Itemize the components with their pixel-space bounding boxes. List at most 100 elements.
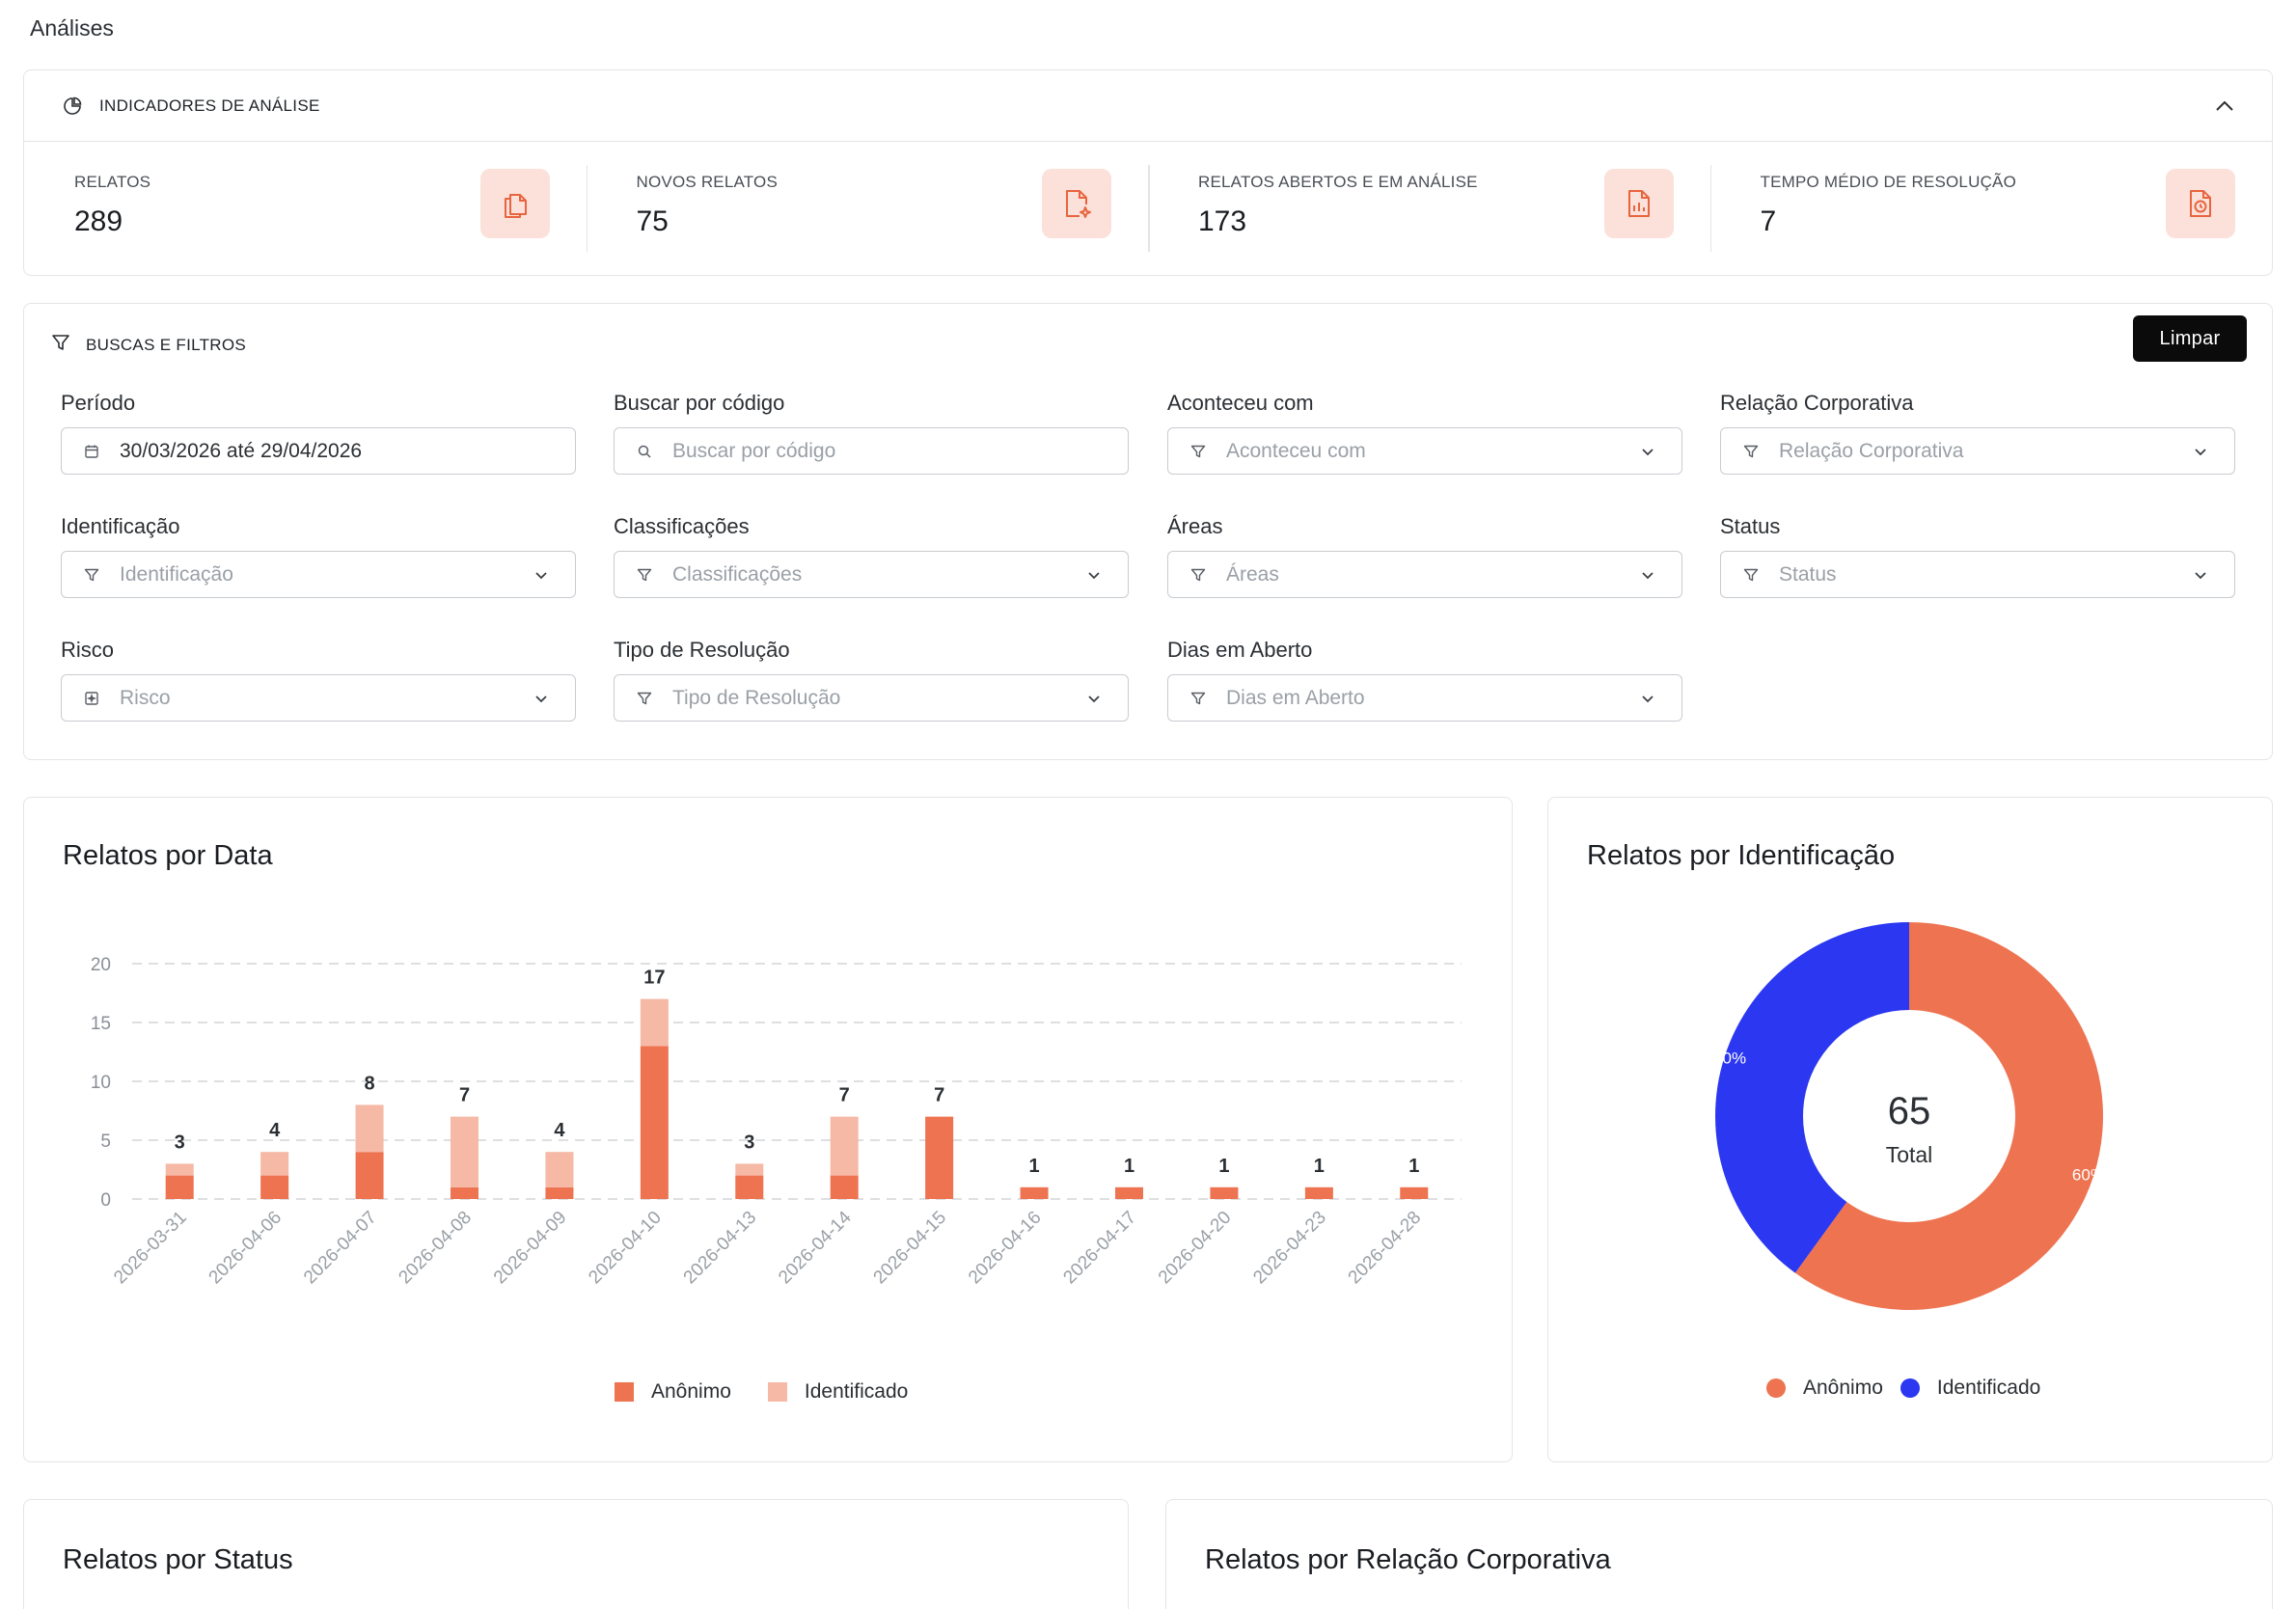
bar-total-label: 1 bbox=[1408, 1156, 1419, 1177]
legend-item-identificado[interactable]: Identificado bbox=[1900, 1377, 2040, 1400]
chart-title: Relatos por Data bbox=[63, 840, 273, 871]
bar-segment-identificado bbox=[830, 1116, 859, 1176]
bar-segment-identificado bbox=[735, 1163, 764, 1176]
chart-title: Relatos por Status bbox=[63, 1544, 293, 1575]
field-label: Classificações bbox=[614, 514, 750, 538]
filter-field-dias-em-aberto: Dias em Aberto Dias em Aberto bbox=[1167, 638, 1682, 722]
bar-total-label: 7 bbox=[839, 1085, 850, 1106]
page-title: Análises bbox=[30, 15, 114, 41]
chevron-down-icon[interactable] bbox=[1639, 690, 1656, 707]
dias-em-aberto-select[interactable]: Dias em Aberto bbox=[1167, 674, 1682, 722]
kpi-novos-relatos: NOVOS RELATOS 75 bbox=[586, 142, 1149, 275]
bar-segment-identificado bbox=[545, 1152, 574, 1187]
filter-field-relacao-corporativa: Relação Corporativa Relação Corporativa bbox=[1720, 391, 2235, 475]
bar-segment-anonimo bbox=[1400, 1186, 1429, 1199]
kpi-relatos-abertos: RELATOS ABERTOS E EM ANÁLISE 173 bbox=[1148, 142, 1710, 275]
kpi-value: 75 bbox=[636, 205, 669, 237]
kpi-value: 7 bbox=[1760, 205, 1777, 237]
field-placeholder: Tipo de Resolução bbox=[672, 686, 841, 709]
filter-icon bbox=[51, 333, 70, 357]
x-tick-label: 2026-04-15 bbox=[870, 1208, 951, 1289]
filter-field-buscar-por-codigo: Buscar por código Buscar por código bbox=[614, 391, 1129, 475]
donut-slice-label: 60% bbox=[2072, 1165, 2105, 1184]
field-placeholder: Relação Corporativa bbox=[1779, 439, 1964, 462]
chevron-down-icon[interactable] bbox=[1639, 566, 1656, 584]
x-tick-label: 2026-04-13 bbox=[680, 1208, 761, 1289]
indicators-header[interactable]: INDICADORES DE ANÁLISE bbox=[24, 70, 2272, 142]
field-label: Dias em Aberto bbox=[1167, 638, 1313, 662]
chart-card-by-identification: Relatos por Identificação 60% 40% 65 Total … bbox=[1547, 797, 2273, 1462]
field-placeholder: Status bbox=[1779, 562, 1837, 586]
periodo-input[interactable]: 30/03/2026 até 29/04/2026 bbox=[61, 427, 576, 475]
x-tick-label: 2026-04-17 bbox=[1059, 1208, 1140, 1289]
bar-segment-anonimo bbox=[165, 1175, 194, 1199]
field-placeholder: Áreas bbox=[1226, 562, 1279, 586]
kpi-value: 289 bbox=[74, 205, 123, 237]
tipo-de-resolucao-select[interactable]: Tipo de Resolução bbox=[614, 674, 1129, 722]
y-tick-label: 15 bbox=[91, 1014, 111, 1034]
field-label: Buscar por código bbox=[614, 391, 785, 415]
chevron-down-icon[interactable] bbox=[1085, 690, 1103, 707]
filter-field-status: Status Status bbox=[1720, 514, 2235, 598]
chart-card-by-status: Relatos por Status bbox=[23, 1499, 1129, 1609]
kpi-tempo-medio: TEMPO MÉDIO DE RESOLUÇÃO 7 bbox=[1709, 142, 2273, 275]
field-label: Identificação bbox=[61, 514, 180, 538]
bar-segment-anonimo bbox=[1304, 1186, 1333, 1199]
chevron-down-icon[interactable] bbox=[1085, 566, 1103, 584]
x-tick-label: 2026-04-23 bbox=[1249, 1208, 1330, 1289]
field-placeholder: Classificações bbox=[672, 562, 803, 586]
filters-header: BUSCAS E FILTROS bbox=[51, 333, 246, 357]
collapse-chevron-up-icon[interactable] bbox=[2212, 94, 2237, 119]
new-file-sparkle-icon bbox=[1042, 169, 1111, 238]
field-placeholder: Dias em Aberto bbox=[1226, 686, 1365, 709]
buscar-por-codigo-input[interactable]: Buscar por código bbox=[614, 427, 1129, 475]
bar-total-label: 1 bbox=[1124, 1156, 1134, 1177]
identificacao-select[interactable]: Identificação bbox=[61, 551, 576, 598]
x-tick-label: 2026-04-28 bbox=[1345, 1208, 1426, 1289]
filter-icon bbox=[1189, 443, 1207, 460]
chart-title: Relatos por Identificação bbox=[1587, 840, 1896, 871]
chevron-down-icon[interactable] bbox=[533, 566, 550, 584]
field-label: Período bbox=[61, 391, 136, 415]
filter-field-areas: Áreas Áreas bbox=[1167, 514, 1682, 598]
filter-icon bbox=[1189, 566, 1207, 584]
field-placeholder: Buscar por código bbox=[672, 439, 836, 462]
areas-select[interactable]: Áreas bbox=[1167, 551, 1682, 598]
x-tick-label: 2026-04-09 bbox=[490, 1208, 571, 1289]
status-select[interactable]: Status bbox=[1720, 551, 2235, 598]
chevron-down-icon[interactable] bbox=[2192, 443, 2209, 460]
chevron-down-icon[interactable] bbox=[2192, 566, 2209, 584]
legend-item-anonimo[interactable]: Anônimo bbox=[1766, 1377, 1883, 1400]
bar-segment-anonimo bbox=[1115, 1186, 1143, 1199]
classificacoes-select[interactable]: Classificações bbox=[614, 551, 1129, 598]
donut-total-value: 65 bbox=[1888, 1090, 1931, 1132]
legend-item-anonimo[interactable]: Anônimo bbox=[615, 1380, 731, 1404]
kpi-label: RELATOS bbox=[74, 173, 151, 191]
aconteceu-com-select[interactable]: Aconteceu com bbox=[1167, 427, 1682, 475]
chevron-down-icon[interactable] bbox=[533, 690, 550, 707]
chart-legend: Anônimo Identificado bbox=[615, 1380, 944, 1404]
donut-chart: 60% 40% 65 Total bbox=[1713, 922, 2105, 1310]
bar-segment-anonimo bbox=[1210, 1186, 1239, 1199]
filter-field-aconteceu-com: Aconteceu com Aconteceu com bbox=[1167, 391, 1682, 475]
file-chart-icon bbox=[1603, 169, 1674, 238]
bar-total-label: 4 bbox=[554, 1120, 565, 1141]
filter-icon bbox=[1189, 690, 1207, 707]
chart-legend: Anônimo Identificado bbox=[1766, 1377, 2077, 1400]
x-tick-label: 2026-04-16 bbox=[965, 1208, 1046, 1289]
clear-filters-button[interactable]: Limpar bbox=[2133, 315, 2247, 362]
bar-segment-anonimo bbox=[925, 1116, 954, 1199]
filters-title: BUSCAS E FILTROS bbox=[86, 335, 247, 354]
bar-chart: 0 5 10 15 20 3 2026-03-31 4 2026-04-06 8 2026-04-0… bbox=[91, 955, 1462, 1289]
x-tick-label: 2026-04-08 bbox=[395, 1208, 476, 1289]
donut-slice-identificado bbox=[1715, 922, 1909, 1273]
filter-icon bbox=[1742, 566, 1760, 584]
filter-field-tipo-de-resolucao: Tipo de Resolução Tipo de Resolução bbox=[614, 638, 1129, 722]
risco-select[interactable]: Risco bbox=[61, 674, 576, 722]
bar-segment-identificado bbox=[165, 1163, 194, 1176]
field-label: Áreas bbox=[1167, 514, 1223, 538]
legend-item-identificado[interactable]: Identificado bbox=[767, 1380, 908, 1404]
y-tick-label: 5 bbox=[100, 1132, 111, 1152]
chevron-down-icon[interactable] bbox=[1639, 443, 1656, 460]
relacao-corporativa-select[interactable]: Relação Corporativa bbox=[1720, 427, 2235, 475]
